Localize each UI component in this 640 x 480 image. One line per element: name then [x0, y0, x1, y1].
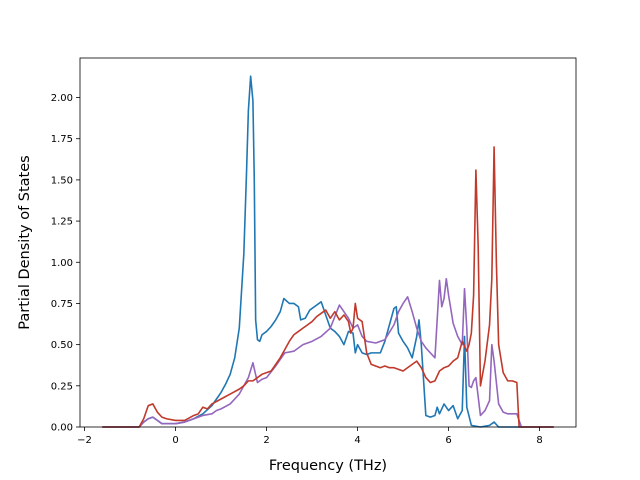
y-tick-label: 1.75 [51, 134, 73, 145]
x-tick-label: 2 [263, 435, 269, 446]
y-tick-label: 2.00 [51, 93, 73, 104]
x-tick-label: 0 [172, 435, 178, 446]
series-line-2 [101, 277, 555, 428]
series-line-3 [101, 146, 555, 428]
y-tick-label: 0.50 [51, 340, 73, 351]
x-axis-label: Frequency (THz) [269, 458, 387, 474]
y-tick-label: 1.00 [51, 258, 73, 269]
y-tick-label: 1.25 [51, 217, 73, 228]
plot-area [80, 58, 576, 427]
x-axis-ticks: −2 0 2 4 6 8 [77, 427, 543, 446]
x-tick-label: 4 [354, 435, 360, 446]
x-tick-label: −2 [77, 435, 92, 446]
y-axis-ticks: 0.00 0.25 0.50 0.75 1.00 1.25 1.50 1.75 2.00 [51, 93, 80, 434]
x-tick-label: 8 [536, 435, 542, 446]
series-layer [101, 75, 555, 428]
x-tick-label: 6 [445, 435, 451, 446]
plot-frame [79, 57, 577, 428]
y-tick-label: 0.25 [51, 381, 73, 392]
y-tick-label: 1.50 [51, 175, 73, 186]
y-tick-label: 0.00 [51, 423, 73, 434]
y-axis-label: Partial Density of States [17, 155, 33, 329]
y-tick-label: 0.75 [51, 299, 73, 310]
